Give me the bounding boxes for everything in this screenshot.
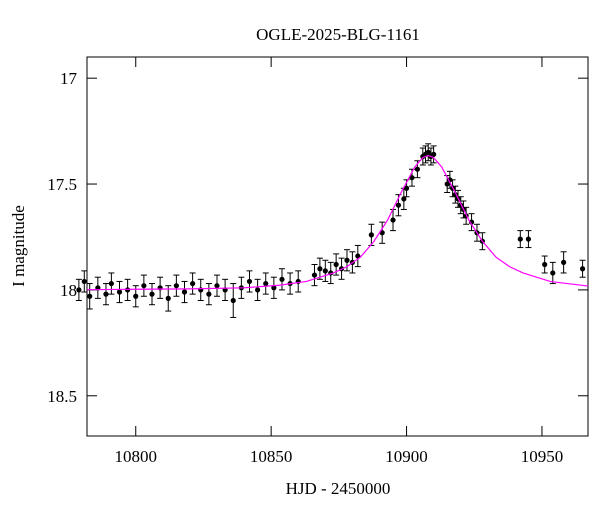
x-tick-label: 10850 [250,447,293,466]
data-point [149,291,155,297]
data-point [133,293,139,299]
data-point [279,276,285,282]
data-point [173,283,179,289]
data-point [255,287,261,293]
data-point [206,291,212,297]
data-point [431,151,437,157]
data-point [317,266,323,272]
data-point [246,278,253,285]
data-point [230,297,236,304]
chart-title: OGLE-2025-BLG-1161 [256,25,420,44]
data-point [425,149,431,155]
data-point [344,257,350,263]
data-point [390,217,396,223]
plot-frame [86,56,589,437]
data-point [190,280,196,287]
x-tick-label: 10900 [385,447,428,466]
x-axis-label: HJD - 2450000 [286,479,391,498]
data-point [403,185,410,191]
data-point [333,261,339,268]
data-point [108,280,114,287]
x-tick-label: 10800 [114,447,157,466]
y-tick-label: 17.5 [47,175,77,194]
data-point [550,270,556,276]
data-point [81,278,87,285]
data-point [525,236,532,242]
data-point [414,166,420,172]
data-point [395,202,402,208]
data-point [214,283,220,289]
data-point [322,268,328,274]
data-point [103,291,109,297]
model-curve [86,154,589,291]
data-point [116,289,123,295]
data-point [401,196,407,202]
data-point [444,181,450,187]
y-tick-label: 18 [60,281,77,300]
y-axis-label: I magnitude [9,205,28,287]
data-point [181,289,188,295]
data-point [409,175,415,181]
data-point [517,236,523,242]
data-point [468,219,475,225]
data-point [271,285,277,291]
data-point [141,283,147,289]
data-point [561,259,567,265]
x-tick-label: 10950 [521,447,564,466]
data-point [368,232,374,238]
data-point [542,261,548,268]
y-tick-label: 18.5 [47,387,77,406]
data-point [87,293,93,299]
data-point [76,287,82,293]
data-point [355,253,361,259]
data-point [311,272,318,278]
y-tick-label: 17 [60,69,78,88]
data-point [165,295,171,301]
data-point [579,266,586,272]
data-point [263,280,269,287]
